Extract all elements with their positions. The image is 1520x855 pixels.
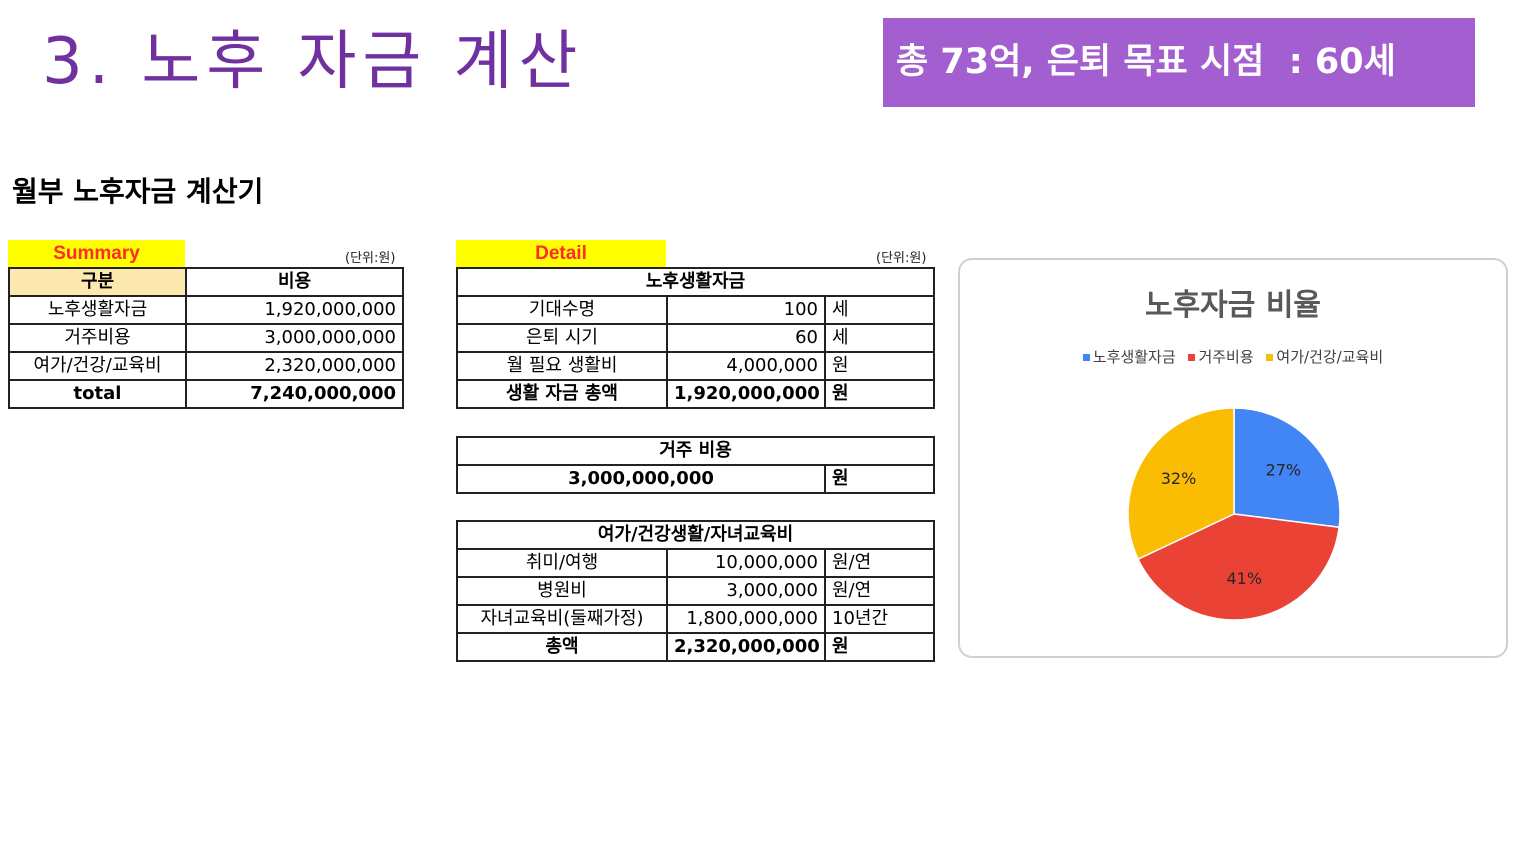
leisure-header[interactable]: 여가/건강생활/자녀교육비 <box>455 520 936 550</box>
summary-tag: Summary <box>8 240 185 268</box>
pie-data-label: 32% <box>1161 469 1197 488</box>
living-total-label[interactable]: 생활 자금 총액 <box>456 379 668 409</box>
summary-table: 구분 비용 노후생활자금 1,920,000,000 거주비용 3,000,00… <box>8 267 404 409</box>
summary-banner: 총 73억, 은퇴 목표 시점 : 60세 <box>883 18 1475 107</box>
leisure-cell-unit[interactable]: 원/연 <box>823 548 936 578</box>
leisure-cell-unit[interactable]: 원/연 <box>823 576 936 606</box>
leisure-cell-label[interactable]: 취미/여행 <box>456 548 668 578</box>
leisure-cell-value[interactable]: 3,000,000 <box>666 576 826 606</box>
summary-cell-label[interactable]: 노후생활자금 <box>8 295 187 325</box>
table-row: 거주비용 3,000,000,000 <box>8 323 404 353</box>
summary-unit-label: (단위:원) <box>345 251 396 266</box>
housing-header[interactable]: 거주 비용 <box>455 436 936 466</box>
table-row: 월 필요 생활비 4,000,000 원 <box>456 351 936 381</box>
chart-title: 노후자금 비율 <box>1144 288 1322 323</box>
living-cell-label[interactable]: 은퇴 시기 <box>456 323 668 353</box>
housing-cost-table: 거주 비용 3,000,000,000 원 <box>455 436 936 494</box>
table-row: 기대수명 100 세 <box>456 295 936 325</box>
leisure-total-unit[interactable]: 원 <box>823 632 936 662</box>
legend-label: 거주비용 <box>1198 348 1254 366</box>
summary-cell-label[interactable]: 여가/건강/교육비 <box>8 351 187 381</box>
summary-header-row: 구분 비용 <box>8 267 404 297</box>
legend-swatch <box>1188 354 1196 361</box>
summary-total-value[interactable]: 7,240,000,000 <box>185 379 404 409</box>
summary-header-cost[interactable]: 비용 <box>185 267 404 297</box>
living-cell-unit[interactable]: 세 <box>823 295 936 325</box>
legend-item: 노후생활자금 <box>1082 346 1176 367</box>
leisure-cost-table: 여가/건강생활/자녀교육비 취미/여행 10,000,000 원/연 병원비 3… <box>455 520 936 662</box>
living-cell-value[interactable]: 100 <box>666 295 826 325</box>
leisure-cell-label[interactable]: 병원비 <box>456 576 668 606</box>
summary-cell-value[interactable]: 1,920,000,000 <box>185 295 404 325</box>
housing-value-row: 3,000,000,000 원 <box>456 464 936 494</box>
detail-tag: Detail <box>456 240 666 268</box>
table-row: 노후생활자금 1,920,000,000 <box>8 295 404 325</box>
summary-cell-value[interactable]: 2,320,000,000 <box>185 351 404 381</box>
table-row: 은퇴 시기 60 세 <box>456 323 936 353</box>
table-row: 여가/건강/교육비 2,320,000,000 <box>8 351 404 381</box>
summary-total-row: total 7,240,000,000 <box>8 379 404 409</box>
summary-cell-value[interactable]: 3,000,000,000 <box>185 323 404 353</box>
page-title: 3. 노후 자금 계산 <box>42 25 584 99</box>
pie-slice[interactable] <box>1127 407 1235 561</box>
legend-label: 노후생활자금 <box>1092 348 1176 366</box>
legend-swatch <box>1266 354 1274 361</box>
living-cell-label[interactable]: 월 필요 생활비 <box>456 351 668 381</box>
living-header[interactable]: 노후생활자금 <box>455 267 936 297</box>
legend-label: 여가/건강/교육비 <box>1276 348 1384 366</box>
calculator-title: 월부 노후자금 계산기 <box>12 175 264 208</box>
pie-chart: 27% 41% 32% <box>1127 407 1341 621</box>
summary-cell-label[interactable]: 거주비용 <box>8 323 187 353</box>
living-cell-unit[interactable]: 세 <box>823 323 936 353</box>
leisure-total-value[interactable]: 2,320,000,000 <box>666 632 826 662</box>
table-row: 자녀교육비(둘째가정) 1,800,000,000 10년간 <box>456 604 936 634</box>
leisure-total-label[interactable]: 총액 <box>456 632 668 662</box>
housing-value[interactable]: 3,000,000,000 <box>456 464 826 494</box>
leisure-cell-value[interactable]: 10,000,000 <box>666 548 826 578</box>
living-total-row: 생활 자금 총액 1,920,000,000 원 <box>456 379 936 409</box>
leisure-cell-label[interactable]: 자녀교육비(둘째가정) <box>456 604 668 634</box>
pie-slice[interactable] <box>1233 407 1341 529</box>
legend-item: 거주비용 <box>1188 346 1254 367</box>
pie-chart-panel[interactable]: 노후자금 비율 노후생활자금 거주비용 여가/건강/교육비 27% 41% 32% <box>958 258 1508 658</box>
pie-data-label: 27% <box>1266 461 1302 480</box>
detail-unit-label: (단위:원) <box>876 251 927 266</box>
leisure-header-row: 여가/건강생활/자녀교육비 <box>455 520 936 550</box>
leisure-cell-value[interactable]: 1,800,000,000 <box>666 604 826 634</box>
living-total-value[interactable]: 1,920,000,000 <box>666 379 826 409</box>
living-cell-value[interactable]: 60 <box>666 323 826 353</box>
living-total-unit[interactable]: 원 <box>823 379 936 409</box>
legend-item: 여가/건강/교육비 <box>1266 346 1383 367</box>
living-cell-value[interactable]: 4,000,000 <box>666 351 826 381</box>
chart-legend: 노후생활자금 거주비용 여가/건강/교육비 <box>960 346 1506 367</box>
living-cell-label[interactable]: 기대수명 <box>456 295 668 325</box>
summary-header-category[interactable]: 구분 <box>8 267 187 297</box>
living-cost-table: 노후생활자금 기대수명 100 세 은퇴 시기 60 세 월 필요 생활비 4,… <box>455 267 936 409</box>
leisure-total-row: 총액 2,320,000,000 원 <box>456 632 936 662</box>
living-header-row: 노후생활자금 <box>455 267 936 297</box>
pie-data-label: 41% <box>1226 569 1262 588</box>
housing-unit[interactable]: 원 <box>823 464 936 494</box>
summary-total-label[interactable]: total <box>8 379 187 409</box>
pie-slice[interactable] <box>1137 513 1341 621</box>
table-row: 취미/여행 10,000,000 원/연 <box>456 548 936 578</box>
housing-header-row: 거주 비용 <box>455 436 936 466</box>
living-cell-unit[interactable]: 원 <box>823 351 936 381</box>
leisure-cell-unit[interactable]: 10년간 <box>823 604 936 634</box>
table-row: 병원비 3,000,000 원/연 <box>456 576 936 606</box>
legend-swatch <box>1082 354 1090 361</box>
